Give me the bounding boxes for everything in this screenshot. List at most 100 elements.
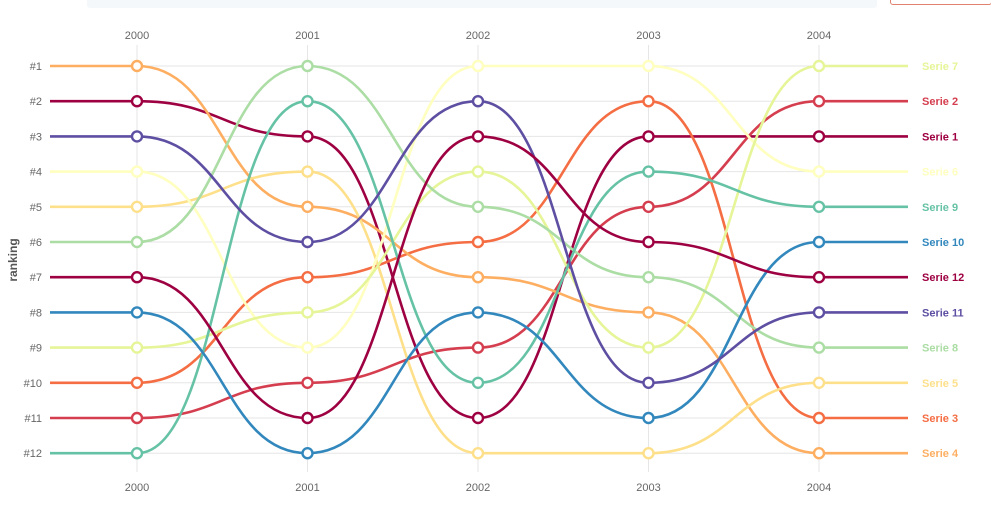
- data-point[interactable]: [130, 165, 144, 178]
- data-point[interactable]: [471, 447, 485, 460]
- data-point[interactable]: [301, 306, 314, 319]
- data-point[interactable]: [642, 376, 655, 389]
- data-point[interactable]: [812, 306, 826, 319]
- x-tick-label-bottom: 2000: [125, 482, 149, 494]
- legend-entry: Serie 12: [922, 272, 964, 284]
- data-point[interactable]: [642, 200, 655, 214]
- data-point[interactable]: [301, 94, 314, 108]
- x-tick-label-bottom: 2002: [466, 482, 490, 494]
- y-tick-label: #2: [30, 96, 42, 108]
- data-point[interactable]: [812, 341, 826, 354]
- data-point[interactable]: [301, 200, 314, 214]
- legend-entry: Serie 9: [922, 202, 958, 214]
- series-line: [50, 64, 908, 349]
- data-point[interactable]: [812, 411, 826, 425]
- legend: Serie 1 Serie 2 Serie 3 Serie 4 Serie 5 Serie…: [922, 61, 964, 460]
- data-point[interactable]: [812, 376, 826, 389]
- x-axis-top-ticks: 2000 2001 2002 2003 2004: [125, 30, 831, 42]
- data-point[interactable]: [812, 130, 826, 143]
- data-point[interactable]: [471, 59, 485, 73]
- x-tick-label-top: 2002: [466, 30, 490, 42]
- data-point[interactable]: [642, 59, 655, 73]
- x-tick-label-top: 2000: [125, 30, 149, 42]
- data-point[interactable]: [642, 235, 655, 249]
- data-point[interactable]: [642, 341, 655, 354]
- data-point[interactable]: [812, 94, 826, 108]
- data-point[interactable]: [471, 94, 485, 108]
- data-point[interactable]: [642, 306, 655, 319]
- data-point[interactable]: [471, 130, 485, 143]
- series-line: [50, 99, 908, 420]
- data-point[interactable]: [130, 59, 144, 73]
- data-point[interactable]: [301, 235, 314, 249]
- legend-entry: Serie 11: [922, 307, 964, 319]
- series-line: [50, 170, 908, 455]
- data-point[interactable]: [130, 130, 144, 143]
- data-point[interactable]: [812, 59, 826, 73]
- data-point[interactable]: [301, 59, 314, 73]
- y-tick-label: #5: [30, 202, 42, 214]
- x-axis-bottom-ticks: 2000 2001 2002 2003 2004: [125, 482, 831, 494]
- data-point[interactable]: [642, 411, 655, 425]
- y-axis-title: ranking: [6, 238, 20, 281]
- legend-entry: Serie 4: [922, 448, 959, 460]
- y-tick-label: #1: [30, 61, 42, 73]
- data-point[interactable]: [130, 411, 144, 425]
- x-tick-label-bottom: 2004: [807, 482, 831, 494]
- data-point[interactable]: [130, 447, 144, 460]
- data-point[interactable]: [130, 341, 144, 354]
- data-point[interactable]: [130, 94, 144, 108]
- data-point[interactable]: [642, 165, 655, 178]
- data-point[interactable]: [301, 376, 314, 389]
- legend-entry: Serie 5: [922, 378, 958, 390]
- legend-entry: Serie 2: [922, 96, 958, 108]
- legend-entry: Serie 10: [922, 237, 964, 249]
- data-point[interactable]: [812, 235, 826, 249]
- data-point[interactable]: [471, 165, 485, 178]
- legend-entry: Serie 1: [922, 131, 958, 143]
- data-point[interactable]: [642, 447, 655, 460]
- legend-entry: Serie 6: [922, 167, 958, 179]
- series-lines: [50, 64, 908, 455]
- data-point[interactable]: [301, 341, 314, 354]
- x-tick-label-top: 2004: [807, 30, 831, 42]
- data-point[interactable]: [471, 306, 485, 319]
- data-point[interactable]: [130, 306, 144, 319]
- data-point[interactable]: [812, 271, 826, 284]
- data-point[interactable]: [642, 94, 655, 108]
- data-point[interactable]: [301, 130, 314, 143]
- data-point[interactable]: [301, 411, 314, 425]
- data-point[interactable]: [130, 235, 144, 249]
- data-point[interactable]: [130, 271, 144, 284]
- data-point[interactable]: [301, 165, 314, 178]
- data-point[interactable]: [471, 271, 485, 284]
- data-point[interactable]: [301, 447, 314, 460]
- legend-entry: Serie 7: [922, 61, 958, 73]
- data-point[interactable]: [471, 341, 485, 354]
- data-point[interactable]: [130, 200, 144, 214]
- data-point[interactable]: [471, 376, 485, 389]
- series-line: [50, 99, 908, 420]
- x-tick-label-bottom: 2003: [636, 482, 660, 494]
- data-point[interactable]: [471, 235, 485, 249]
- data-point[interactable]: [301, 271, 314, 284]
- data-point[interactable]: [642, 271, 655, 284]
- data-point[interactable]: [642, 130, 655, 143]
- y-tick-label: #4: [30, 167, 42, 179]
- series-line: [50, 64, 908, 349]
- legend-entry: Serie 3: [922, 413, 958, 425]
- data-point[interactable]: [471, 411, 485, 425]
- top-right-button[interactable]: [890, 0, 991, 5]
- top-panel-strip: [87, 0, 877, 8]
- data-point[interactable]: [130, 376, 144, 389]
- x-tick-label-top: 2001: [295, 30, 319, 42]
- data-point[interactable]: [812, 200, 826, 214]
- y-tick-label: #10: [24, 378, 42, 390]
- data-point[interactable]: [812, 447, 826, 460]
- data-point[interactable]: [812, 165, 826, 178]
- y-axis-ticks: #1 #2 #3 #4 #5 #6 #7 #8 #9 #10 #11 #12: [24, 61, 42, 460]
- series-points: [130, 59, 826, 460]
- data-point[interactable]: [471, 200, 485, 214]
- series-line: [50, 135, 908, 420]
